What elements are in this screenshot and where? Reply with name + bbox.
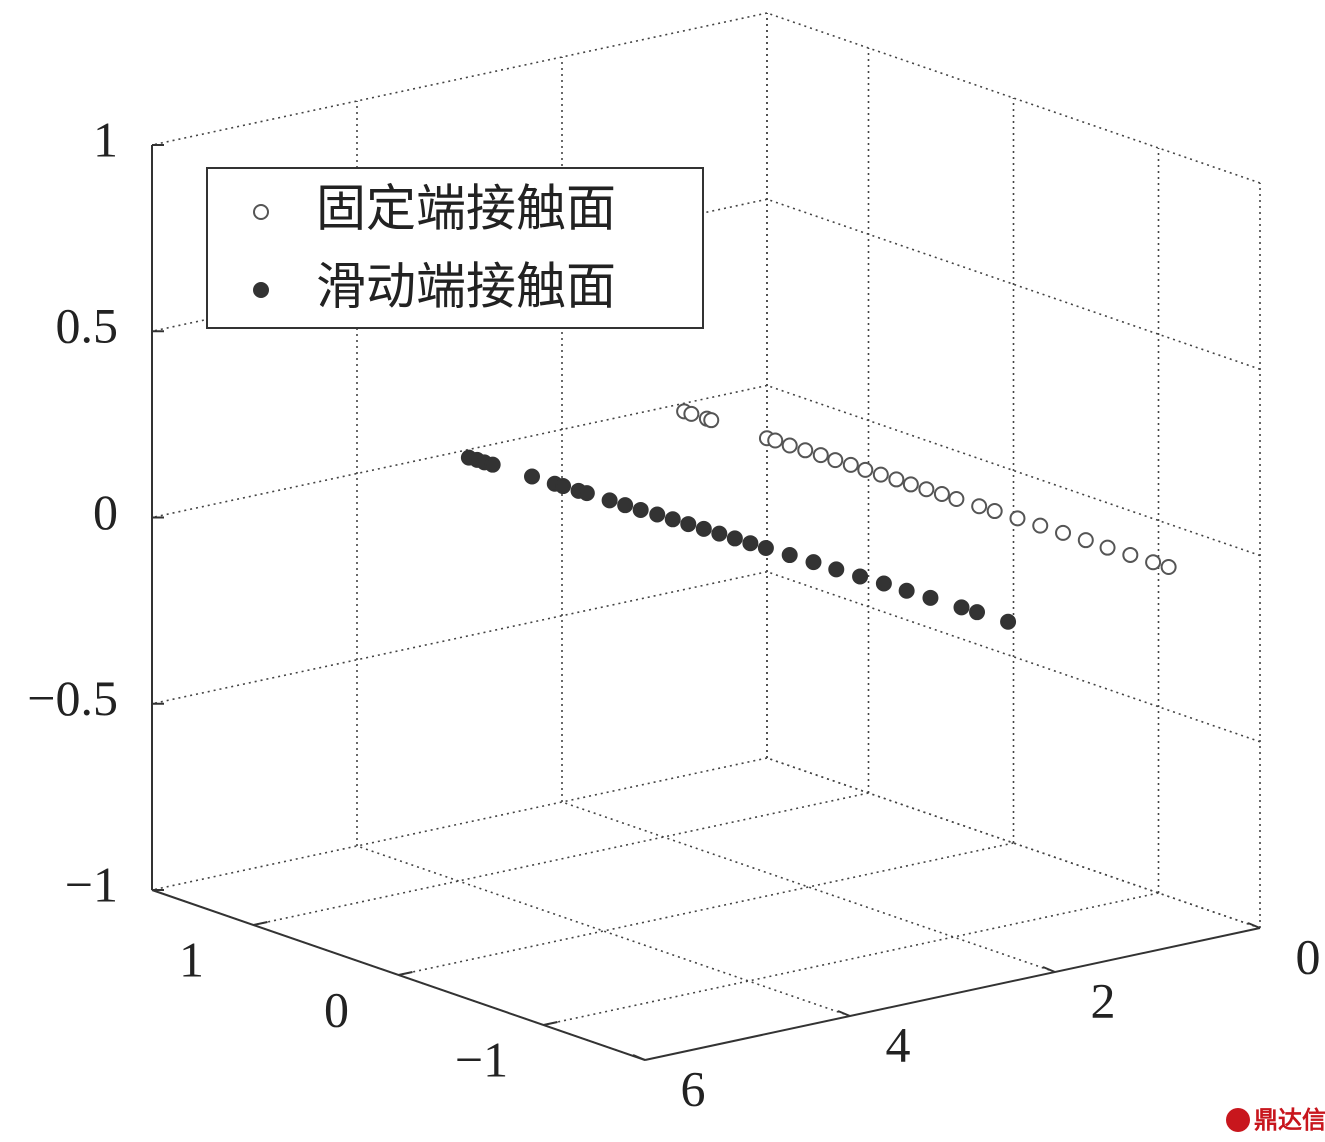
grid-line — [543, 892, 1159, 1026]
point — [555, 478, 572, 495]
x-tick-label: 6 — [681, 1060, 706, 1116]
point — [1145, 554, 1162, 571]
point — [1055, 524, 1072, 541]
y-tick — [253, 921, 268, 926]
point — [524, 468, 540, 485]
point — [757, 539, 774, 556]
point — [948, 490, 965, 507]
axes: −1 −0.5 0 0.5 1 −1 0 1 0 2 4 6 — [27, 111, 1320, 1116]
point — [918, 481, 935, 498]
point — [812, 447, 829, 464]
x-tick — [1042, 966, 1056, 973]
x-tick — [1247, 922, 1261, 929]
watermark-text: 鼎达信 — [1254, 1106, 1325, 1134]
grid-line — [356, 845, 851, 1017]
point — [888, 471, 905, 488]
points — [460, 403, 1177, 630]
legend-box — [206, 167, 704, 329]
point — [617, 497, 634, 514]
point — [578, 485, 595, 502]
point — [781, 547, 798, 564]
point — [680, 516, 697, 533]
point — [875, 575, 892, 592]
point — [828, 561, 845, 578]
point — [711, 525, 728, 542]
point — [827, 452, 844, 469]
point — [1160, 559, 1177, 575]
y-tick-label: 1 — [179, 931, 204, 987]
point — [852, 568, 869, 585]
x-tick-label: 4 — [886, 1016, 911, 1072]
legend-marker — [253, 282, 269, 298]
x-tick-label: 0 — [1296, 928, 1321, 984]
point — [842, 456, 859, 473]
grid-line — [151, 570, 768, 705]
point — [805, 554, 822, 571]
x-tick — [837, 1010, 851, 1017]
point — [1122, 546, 1139, 563]
point — [898, 582, 915, 599]
point — [1032, 517, 1049, 534]
y-tick — [398, 971, 413, 976]
z-tick-label: −0.5 — [27, 670, 118, 726]
z-tick-label: −1 — [65, 856, 118, 912]
point — [683, 405, 700, 422]
point — [632, 501, 649, 518]
point — [1077, 532, 1094, 549]
point — [703, 412, 720, 429]
grid-line — [151, 12, 768, 146]
point — [664, 511, 681, 528]
x-axis — [644, 927, 1261, 1061]
grid-line — [151, 384, 768, 519]
y-tick — [543, 1021, 558, 1026]
grid-line — [253, 792, 869, 926]
point — [971, 498, 988, 515]
point — [601, 492, 618, 509]
point — [902, 476, 919, 493]
z-tick-label: 0 — [93, 484, 118, 540]
point — [933, 485, 950, 502]
legend-marker — [253, 204, 269, 220]
point — [872, 466, 889, 483]
point — [742, 535, 759, 552]
y-tick-label: −1 — [455, 1031, 508, 1087]
watermark: 鼎达信 — [1226, 1106, 1325, 1134]
point — [797, 442, 814, 459]
z-tick-label: 0.5 — [56, 298, 119, 354]
x-tick — [632, 1054, 646, 1061]
point — [953, 599, 970, 616]
point — [484, 456, 501, 473]
point — [1009, 510, 1026, 527]
grid-line — [561, 801, 1056, 973]
point — [986, 503, 1003, 520]
y-tick-label: 0 — [324, 981, 349, 1037]
point — [726, 530, 743, 547]
point — [857, 461, 874, 478]
point — [1000, 613, 1017, 630]
watermark-logo — [1226, 1108, 1250, 1132]
point — [969, 604, 986, 621]
z-tick-label: 1 — [93, 111, 118, 167]
grid-line — [398, 842, 1014, 976]
point — [767, 432, 784, 449]
point — [781, 437, 798, 454]
legend-label: 滑动端接触面 — [316, 258, 616, 314]
point — [922, 589, 939, 606]
legend-label: 固定端接触面 — [316, 180, 616, 236]
grid-line — [151, 757, 768, 891]
point — [695, 520, 712, 537]
point — [649, 506, 666, 523]
x-tick-label: 2 — [1091, 972, 1116, 1028]
point — [1099, 539, 1116, 556]
